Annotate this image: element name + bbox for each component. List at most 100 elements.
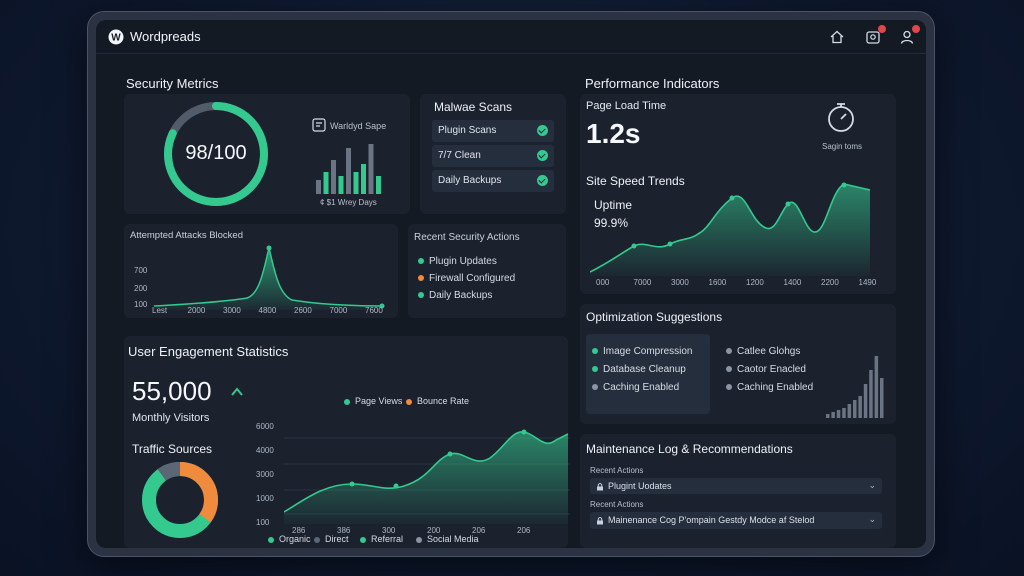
optimization-item-label: Caotor Enacled (737, 364, 806, 375)
home-icon[interactable] (828, 28, 846, 46)
attacks-area (154, 248, 382, 310)
y-tick-label: 4000 (256, 446, 274, 455)
legend-dot (314, 536, 320, 543)
x-tick-label: 1200 (746, 278, 764, 287)
malware-item[interactable]: Plugin Scans (432, 120, 554, 142)
y-tick-label: 200 (134, 284, 148, 293)
mini-bar (346, 148, 351, 194)
check-icon (537, 125, 548, 136)
malware-item[interactable]: Daily Backups (432, 170, 554, 192)
site-speed-trends-title: Site Speed Trends (586, 174, 685, 188)
optimization-item[interactable]: Caotor Enacled (726, 364, 806, 375)
x-tick-label: 7600 (365, 306, 383, 315)
maintenance-title: Maintenance Log & Recommendations (586, 442, 793, 456)
engagement-point (521, 429, 527, 435)
optimization-item[interactable]: Image Compression (592, 346, 692, 357)
x-tick-label: 2200 (821, 278, 839, 287)
scan-icon (312, 118, 326, 132)
dropdown-value: Mainenance Cog P'ompain Gestdy Modce af … (608, 515, 815, 525)
y-tick-label: 6000 (256, 422, 274, 431)
x-tick-label: 1490 (858, 278, 877, 287)
user-icon (900, 30, 914, 44)
optimization-bar (826, 414, 830, 418)
status-dot (418, 258, 424, 265)
optimization-item[interactable]: Caching Enabled (726, 382, 813, 393)
optimization-bar (831, 412, 835, 418)
x-tick-label: 2600 (294, 306, 312, 315)
user-badge-icon (866, 31, 880, 44)
optimization-item[interactable]: Catlee Glohgs (726, 346, 800, 357)
mini-bar (323, 172, 329, 194)
security-score-value: 98/100 (185, 142, 247, 164)
y-tick-label: 1000 (256, 494, 274, 503)
x-tick-label: 3000 (223, 306, 241, 315)
security-score-arc (164, 102, 268, 206)
optimization-item[interactable]: Caching Enabled (592, 382, 679, 393)
uptime-label: Uptime (594, 198, 633, 212)
app-title: Wordpreads (130, 29, 201, 44)
optimization-bar (880, 378, 884, 418)
attacks-blocked-title: Attempted Attacks Blocked (130, 230, 244, 241)
malware-scans-card: Malwae Scans Plugin Scans 7/7 Clean Dail… (420, 94, 566, 214)
profile-button[interactable] (898, 25, 920, 46)
site-speed-chart (590, 182, 871, 276)
optimization-item-label: Database Cleanup (603, 364, 686, 375)
optimization-bar (836, 410, 841, 418)
recent-action-item[interactable]: Daily Backups (418, 290, 492, 301)
check-icon (537, 150, 548, 161)
optimization-card: Optimization Suggestions Image Compressi… (580, 304, 896, 424)
recent-action-label: Firewall Configured (429, 273, 516, 284)
x-tick-label: 7000 (329, 306, 348, 315)
maintenance-log-dropdown[interactable]: Mainenance Cog P'ompain Gestdy Modce af … (590, 512, 882, 529)
malware-item[interactable]: 7/7 Clean (432, 145, 554, 167)
optimization-bar (869, 370, 873, 418)
x-tick-label: 4800 (258, 306, 277, 315)
x-tick-label: 000 (596, 278, 610, 287)
attacks-blocked-card: Attempted Attacks Blocked 700 200 100 Le… (124, 224, 398, 318)
engagement-point (393, 483, 399, 489)
recent-action-item[interactable]: Plugin Updates (418, 256, 497, 267)
monthly-visitors-label: Monthly Visitors (132, 412, 210, 424)
traffic-sources-title: Traffic Sources (132, 442, 213, 456)
optimization-bar (853, 400, 857, 418)
notifications-button[interactable] (864, 25, 886, 46)
legend-label: Referral (371, 534, 404, 544)
recent-actions-label: Recent Actions (590, 466, 644, 475)
mini-chart-title: Warldyd Sape (330, 121, 387, 131)
optimization-item-label: Catlee Glohgs (737, 346, 801, 357)
optimization-title: Optimization Suggestions (586, 310, 723, 324)
device-frame: W Wordpreads Security (88, 12, 934, 556)
status-dot (726, 366, 732, 373)
status-dot (592, 348, 598, 355)
recent-action-item[interactable]: Firewall Configured (418, 273, 515, 284)
speed-point (841, 182, 847, 188)
notification-badge (878, 25, 886, 33)
wordpress-logo-icon[interactable]: W (108, 29, 124, 45)
speed-area (590, 184, 870, 276)
uptime-value: 99.9% (594, 216, 629, 230)
stopwatch-icon (828, 103, 854, 132)
trend-up-icon (231, 387, 243, 396)
speed-point (729, 195, 735, 201)
mini-bar (376, 176, 381, 194)
monthly-visitors-value: 55,000 (132, 376, 212, 406)
x-tick-label: 286 (292, 526, 306, 535)
svg-text:W: W (111, 33, 121, 44)
x-tick-label: Lest (152, 306, 168, 315)
attacks-peak-point (266, 245, 272, 251)
legend-item: Page Views (344, 396, 402, 406)
optimization-item[interactable]: Database Cleanup (592, 364, 686, 375)
legend-label: Page Views (355, 396, 403, 406)
optimization-bar (874, 356, 879, 418)
legend-label: Social Media (427, 534, 479, 544)
traffic-legend-item: Direct (314, 534, 349, 544)
y-tick-label: 100 (256, 518, 270, 527)
legend-dot (268, 536, 274, 543)
donut-direct (142, 462, 218, 538)
legend-dot (344, 398, 350, 405)
x-tick-label: 7000 (633, 278, 652, 287)
security-score-gauge (164, 102, 268, 206)
speed-point (631, 243, 637, 249)
recent-actions-dropdown[interactable]: Plugint Uodates ⌄ (590, 478, 882, 494)
malware-item-label: Plugin Scans (438, 125, 497, 136)
